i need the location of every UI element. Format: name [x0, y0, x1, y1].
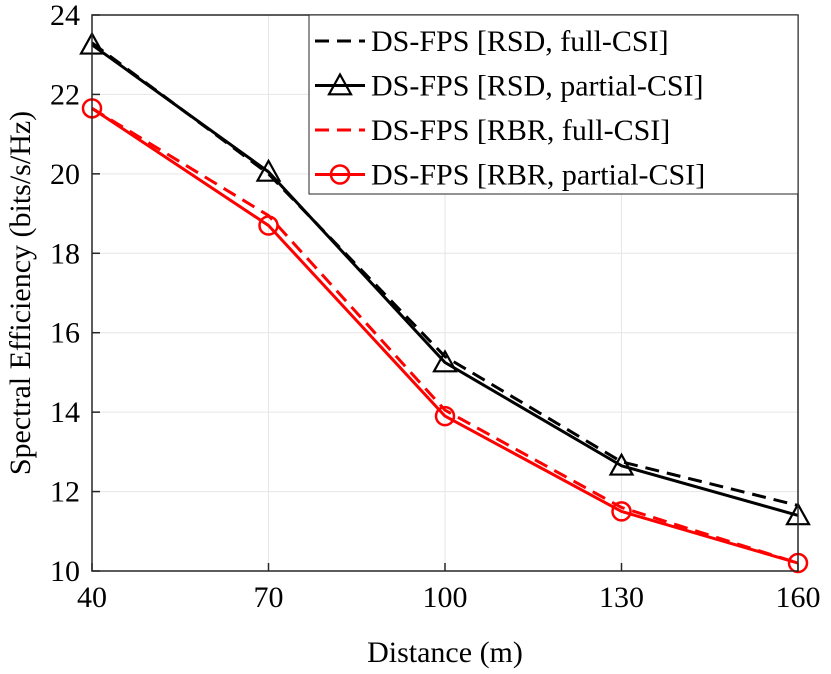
- legend-label: DS-FPS [RSD, partial-CSI]: [371, 70, 704, 103]
- legend-item: DS-FPS [RBR, partial-CSI]: [315, 159, 705, 192]
- series-line: [91, 107, 799, 565]
- legend-label: DS-FPS [RSD, full-CSI]: [371, 25, 669, 58]
- x-axis-label: Distance (m): [367, 636, 523, 669]
- data-point-marker: [434, 405, 456, 427]
- data-point-marker: [255, 158, 282, 182]
- y-tick-label: 12: [50, 476, 80, 509]
- y-tick-label: 18: [50, 237, 80, 270]
- series-1: [91, 41, 799, 507]
- data-point-marker: [432, 349, 458, 373]
- x-tick-label: 40: [77, 581, 107, 614]
- x-tick-label: 70: [254, 581, 284, 614]
- y-axis-label: Spectral Efficiency (bits/s/Hz): [4, 111, 37, 475]
- series-3: [91, 107, 799, 565]
- legend-label: DS-FPS [RBR, partial-CSI]: [371, 159, 705, 192]
- legend-item: DS-FPS [RBR, full-CSI]: [315, 114, 670, 147]
- x-tick-label: 100: [423, 581, 468, 614]
- axis-ticks: 40 70 100 130 160 10 12 14 16 18 20 22 24: [50, 0, 821, 614]
- y-tick-label: 10: [50, 555, 80, 588]
- x-tick-label: 160: [776, 581, 821, 614]
- legend-item: DS-FPS [RSD, full-CSI]: [315, 25, 669, 58]
- series-line: [91, 43, 799, 517]
- y-tick-label: 20: [50, 158, 80, 191]
- y-tick-label: 14: [50, 396, 80, 429]
- series-line: [91, 107, 799, 565]
- data-point-marker: [608, 452, 635, 476]
- legend-marker: [327, 72, 353, 96]
- legend-marker: [329, 164, 351, 185]
- legend-label: DS-FPS [RBR, full-CSI]: [371, 114, 670, 147]
- data-point-marker: [258, 215, 279, 236]
- series-2: [79, 31, 811, 526]
- legend: DS-FPS [RSD, full-CSI] DS-FPS [RSD, parti…: [308, 14, 799, 195]
- data-point-marker: [611, 501, 632, 522]
- y-tick-label: 24: [50, 0, 80, 32]
- y-tick-label: 16: [50, 317, 80, 350]
- x-tick-label: 130: [599, 581, 644, 614]
- legend-box: [308, 14, 799, 195]
- series-line: [91, 41, 799, 507]
- y-tick-label: 22: [50, 78, 80, 111]
- legend-item: DS-FPS [RSD, partial-CSI]: [315, 70, 704, 103]
